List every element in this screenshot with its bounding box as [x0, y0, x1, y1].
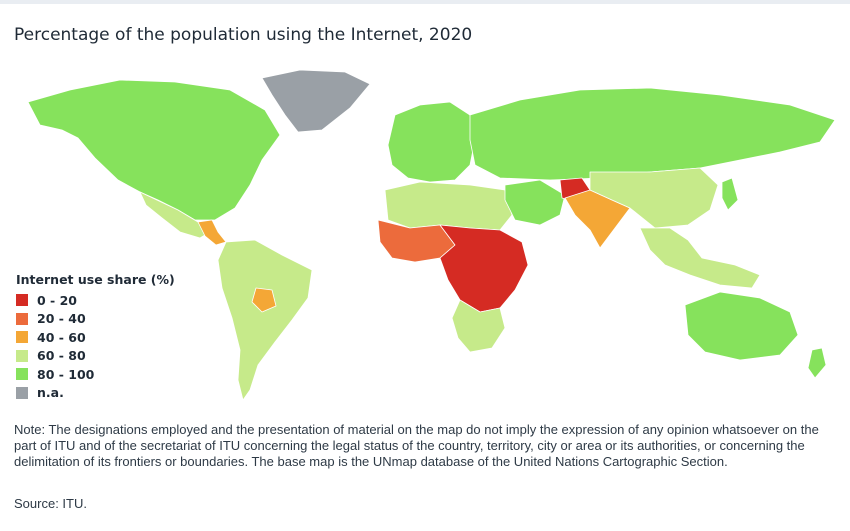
- legend-item-60-80: 60 - 80: [16, 347, 175, 366]
- legend-label: n.a.: [37, 385, 64, 401]
- legend-item-40-60: 40 - 60: [16, 328, 175, 347]
- region-mexico: [139, 191, 211, 239]
- legend-label: 40 - 60: [37, 329, 86, 345]
- legend-item-80-100: 80 - 100: [16, 365, 175, 384]
- source-line: Source: ITU.: [14, 496, 87, 511]
- legend-item-0-20: 0 - 20: [16, 291, 175, 310]
- region-north-africa: [384, 181, 513, 231]
- region-greenland: [261, 69, 371, 133]
- world-map-svg: [27, 69, 836, 401]
- region-china: [589, 167, 719, 229]
- region-europe: [387, 101, 476, 183]
- region-southern-africa: [451, 299, 506, 353]
- region-south-america: [217, 239, 313, 401]
- legend-label: 20 - 40: [37, 311, 86, 327]
- legend-item-na: n.a.: [16, 384, 175, 403]
- legend-swatch: [16, 368, 28, 381]
- region-russia: [469, 87, 836, 181]
- legend-label: 60 - 80: [37, 348, 86, 364]
- legend-title: Internet use share (%): [16, 272, 175, 287]
- region-southeast-asia: [639, 227, 761, 289]
- world-map: [0, 60, 850, 420]
- disclaimer-note: Note: The designations employed and the …: [14, 422, 819, 469]
- legend-label: 80 - 100: [37, 366, 95, 382]
- map-legend: Internet use share (%) 0 - 20 20 - 40 40…: [16, 272, 175, 402]
- top-rule: [0, 0, 850, 4]
- legend-label: 0 - 20: [37, 292, 77, 308]
- region-north-america: [27, 79, 281, 221]
- region-new-zealand: [807, 347, 827, 379]
- legend-swatch: [16, 331, 28, 344]
- legend-swatch: [16, 349, 28, 362]
- legend-swatch: [16, 294, 28, 307]
- legend-swatch: [16, 312, 28, 325]
- region-central-east-africa: [439, 224, 529, 313]
- region-middle-east: [504, 179, 566, 226]
- region-australia: [684, 291, 799, 361]
- region-japan: [721, 177, 739, 211]
- region-bolivia: [251, 287, 277, 313]
- legend-item-20-40: 20 - 40: [16, 310, 175, 329]
- map-title: Percentage of the population using the I…: [14, 25, 473, 45]
- legend-swatch: [16, 386, 28, 399]
